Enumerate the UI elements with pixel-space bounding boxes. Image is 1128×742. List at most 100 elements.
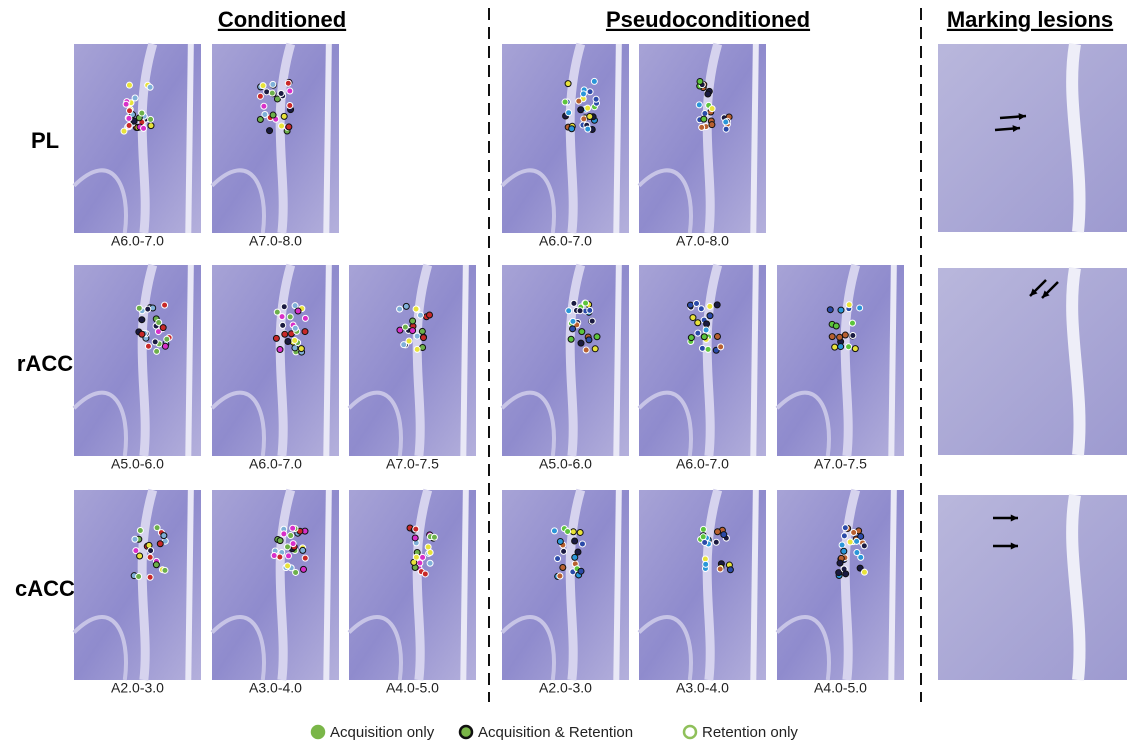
recording-site [721, 532, 727, 538]
recording-site [123, 101, 129, 107]
recording-site [397, 306, 403, 312]
recording-site [579, 541, 585, 547]
histology-image [349, 265, 476, 456]
recording-site [699, 345, 705, 351]
recording-site [839, 542, 845, 548]
recording-site [854, 538, 860, 544]
recording-site [703, 327, 709, 333]
tissue [74, 265, 201, 456]
histology-image [502, 44, 629, 233]
recording-site [288, 533, 294, 539]
recording-site [699, 124, 705, 130]
midline [326, 490, 329, 680]
recording-site [302, 329, 308, 335]
recording-site [700, 534, 706, 540]
recording-site [714, 302, 720, 308]
recording-site [147, 574, 153, 580]
column-header: Pseudoconditioned [606, 7, 810, 32]
recording-site [261, 103, 267, 109]
panel-caption: A2.0-3.0 [111, 680, 164, 696]
recording-site [271, 553, 277, 559]
recording-site [414, 346, 420, 352]
recording-site [162, 567, 168, 573]
recording-site [280, 322, 286, 328]
recording-site [701, 334, 707, 340]
histology-image [639, 44, 766, 233]
tissue [639, 44, 766, 233]
recording-site [709, 122, 715, 128]
panel-caption: A6.0-7.0 [676, 456, 729, 472]
recording-site [838, 344, 844, 350]
recording-site [580, 91, 586, 97]
midline [463, 490, 466, 680]
recording-site [577, 308, 583, 314]
recording-site [846, 302, 852, 308]
panel-caption: A5.0-6.0 [111, 456, 164, 472]
recording-site [126, 115, 132, 121]
recording-site [285, 80, 291, 86]
recording-site [841, 533, 847, 539]
recording-site [591, 78, 597, 84]
recording-site [417, 312, 423, 318]
legend-label: Acquisition & Retention [478, 724, 633, 741]
recording-site [257, 93, 263, 99]
panel-caption: A2.0-3.0 [539, 680, 592, 696]
recording-site [827, 307, 833, 313]
recording-site [570, 529, 576, 535]
recording-site [126, 82, 132, 88]
recording-site [561, 548, 567, 554]
recording-site [695, 330, 701, 336]
legend-label: Retention only [702, 724, 798, 741]
recording-site [841, 548, 847, 554]
recording-site [578, 107, 584, 113]
recording-site [290, 541, 296, 547]
recording-site [577, 529, 583, 535]
figure: Conditioned Pseudoconditioned Marking le… [0, 0, 1128, 742]
recording-site [162, 302, 168, 308]
recording-site [832, 344, 838, 350]
recording-site [278, 91, 284, 97]
recording-site [566, 308, 572, 314]
tissue [212, 265, 339, 456]
recording-site [707, 303, 713, 309]
recording-site [593, 96, 599, 102]
recording-site [277, 554, 283, 560]
recording-site [273, 335, 279, 341]
recording-site [412, 535, 418, 541]
recording-site [285, 544, 291, 550]
recording-site [551, 528, 557, 534]
recording-site [414, 333, 420, 339]
recording-site [157, 541, 163, 547]
recording-site [570, 326, 576, 332]
panel-caption: A7.0-7.5 [386, 456, 439, 472]
recording-site [137, 553, 143, 559]
recording-site [723, 119, 729, 125]
recording-site [576, 98, 582, 104]
panel-caption: A7.0-8.0 [249, 233, 302, 249]
recording-site [583, 347, 589, 353]
tissue [74, 44, 201, 233]
recording-site [707, 313, 713, 319]
midline [891, 265, 894, 456]
recording-site [285, 563, 291, 569]
recording-site [569, 126, 575, 132]
recording-site [262, 112, 268, 118]
recording-site [858, 554, 864, 560]
recording-site [560, 565, 566, 571]
recording-site [148, 123, 154, 129]
recording-site [148, 548, 154, 554]
recording-site [431, 534, 437, 540]
recording-site [127, 108, 133, 114]
recording-site [410, 328, 416, 334]
recording-site [406, 338, 412, 344]
recording-site [714, 333, 720, 339]
recording-site [136, 305, 142, 311]
recording-site [833, 323, 839, 329]
recording-site [286, 553, 292, 559]
recording-site [587, 89, 593, 95]
recording-site [300, 547, 306, 553]
histology-image [777, 490, 904, 680]
legend-label: Acquisition only [330, 724, 435, 741]
recording-site [277, 538, 283, 544]
panel-caption: A5.0-6.0 [539, 456, 592, 472]
